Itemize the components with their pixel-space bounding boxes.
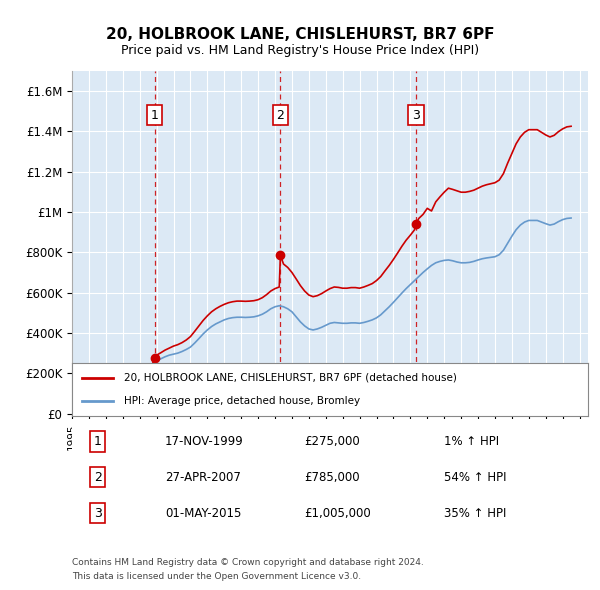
- Text: 1: 1: [151, 109, 158, 122]
- Text: 54% ↑ HPI: 54% ↑ HPI: [443, 471, 506, 484]
- Text: 3: 3: [94, 507, 102, 520]
- Text: £1,005,000: £1,005,000: [304, 507, 371, 520]
- Text: 1: 1: [94, 435, 102, 448]
- Text: 01-MAY-2015: 01-MAY-2015: [165, 507, 241, 520]
- Text: Contains HM Land Registry data © Crown copyright and database right 2024.: Contains HM Land Registry data © Crown c…: [72, 558, 424, 566]
- Text: 35% ↑ HPI: 35% ↑ HPI: [443, 507, 506, 520]
- Text: Price paid vs. HM Land Registry's House Price Index (HPI): Price paid vs. HM Land Registry's House …: [121, 44, 479, 57]
- Text: 17-NOV-1999: 17-NOV-1999: [165, 435, 244, 448]
- Text: 2: 2: [94, 471, 102, 484]
- Text: 27-APR-2007: 27-APR-2007: [165, 471, 241, 484]
- Text: 20, HOLBROOK LANE, CHISLEHURST, BR7 6PF (detached house): 20, HOLBROOK LANE, CHISLEHURST, BR7 6PF …: [124, 373, 457, 383]
- Text: This data is licensed under the Open Government Licence v3.0.: This data is licensed under the Open Gov…: [72, 572, 361, 581]
- Text: 20, HOLBROOK LANE, CHISLEHURST, BR7 6PF: 20, HOLBROOK LANE, CHISLEHURST, BR7 6PF: [106, 27, 494, 41]
- Text: 3: 3: [412, 109, 420, 122]
- Text: 1% ↑ HPI: 1% ↑ HPI: [443, 435, 499, 448]
- Text: 2: 2: [277, 109, 284, 122]
- Text: £785,000: £785,000: [304, 471, 360, 484]
- Text: HPI: Average price, detached house, Bromley: HPI: Average price, detached house, Brom…: [124, 396, 360, 406]
- Text: £275,000: £275,000: [304, 435, 360, 448]
